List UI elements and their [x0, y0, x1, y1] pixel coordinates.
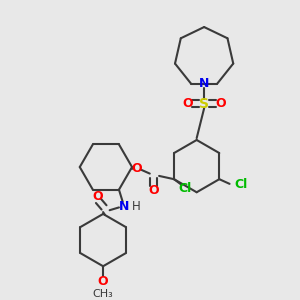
Text: O: O [182, 97, 193, 110]
Text: O: O [148, 184, 159, 197]
Text: N: N [118, 200, 129, 213]
Text: O: O [131, 162, 142, 176]
Text: CH₃: CH₃ [93, 289, 113, 299]
Text: O: O [92, 190, 103, 203]
Text: N: N [199, 77, 209, 90]
Text: S: S [199, 97, 209, 111]
Text: H: H [131, 200, 140, 213]
Text: O: O [216, 97, 226, 110]
Text: Cl: Cl [178, 182, 192, 195]
Text: Cl: Cl [234, 178, 248, 191]
Text: O: O [98, 275, 108, 288]
